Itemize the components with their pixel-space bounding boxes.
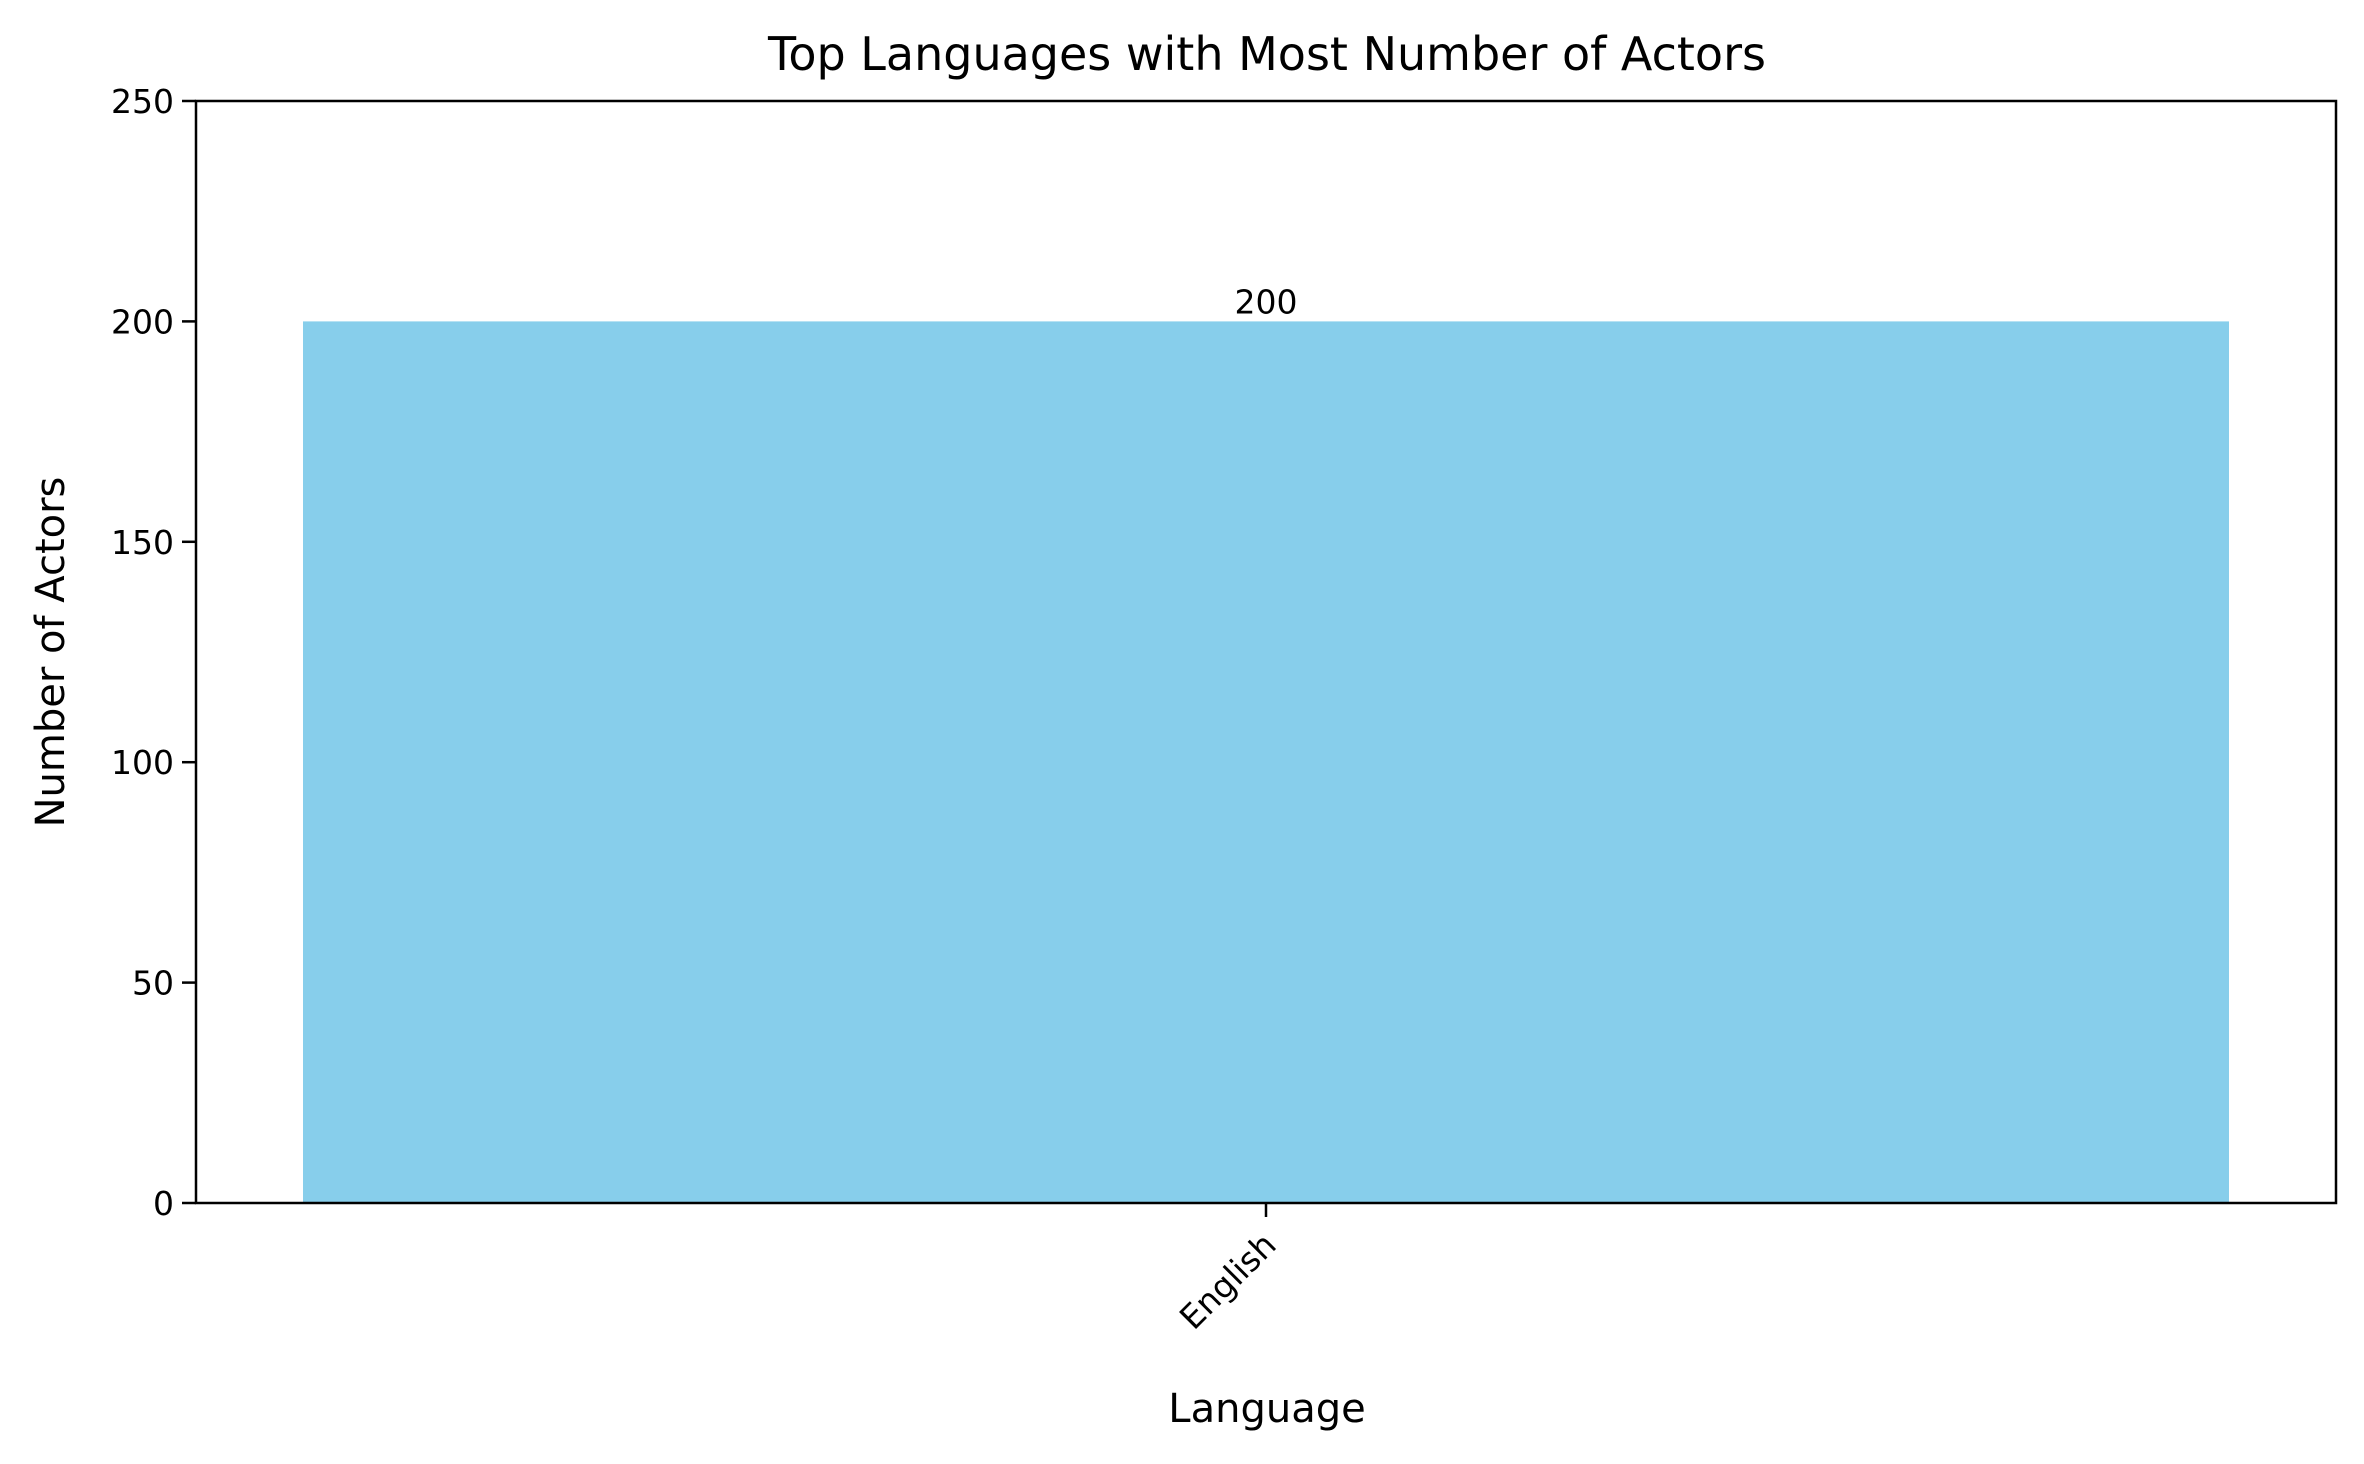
bars-layer (303, 321, 2229, 1203)
chart-title: Top Languages with Most Number of Actors (767, 27, 1766, 81)
y-tick-label: 200 (111, 302, 174, 341)
y-tick-label: 50 (132, 964, 174, 1003)
y-tick-label: 250 (111, 82, 174, 121)
y-tick-label: 150 (111, 523, 174, 562)
bar-english (303, 321, 2229, 1203)
bar-value-label: 200 (1235, 282, 1298, 321)
x-axis-label: Language (1168, 1386, 1365, 1432)
y-axis-label: Number of Actors (28, 477, 74, 828)
y-tick-label: 0 (153, 1184, 174, 1223)
y-axis: 0 50 100 150 200 250 (111, 82, 196, 1223)
y-tick-label: 100 (111, 743, 174, 782)
data-labels-layer: 200 (1235, 282, 1298, 321)
